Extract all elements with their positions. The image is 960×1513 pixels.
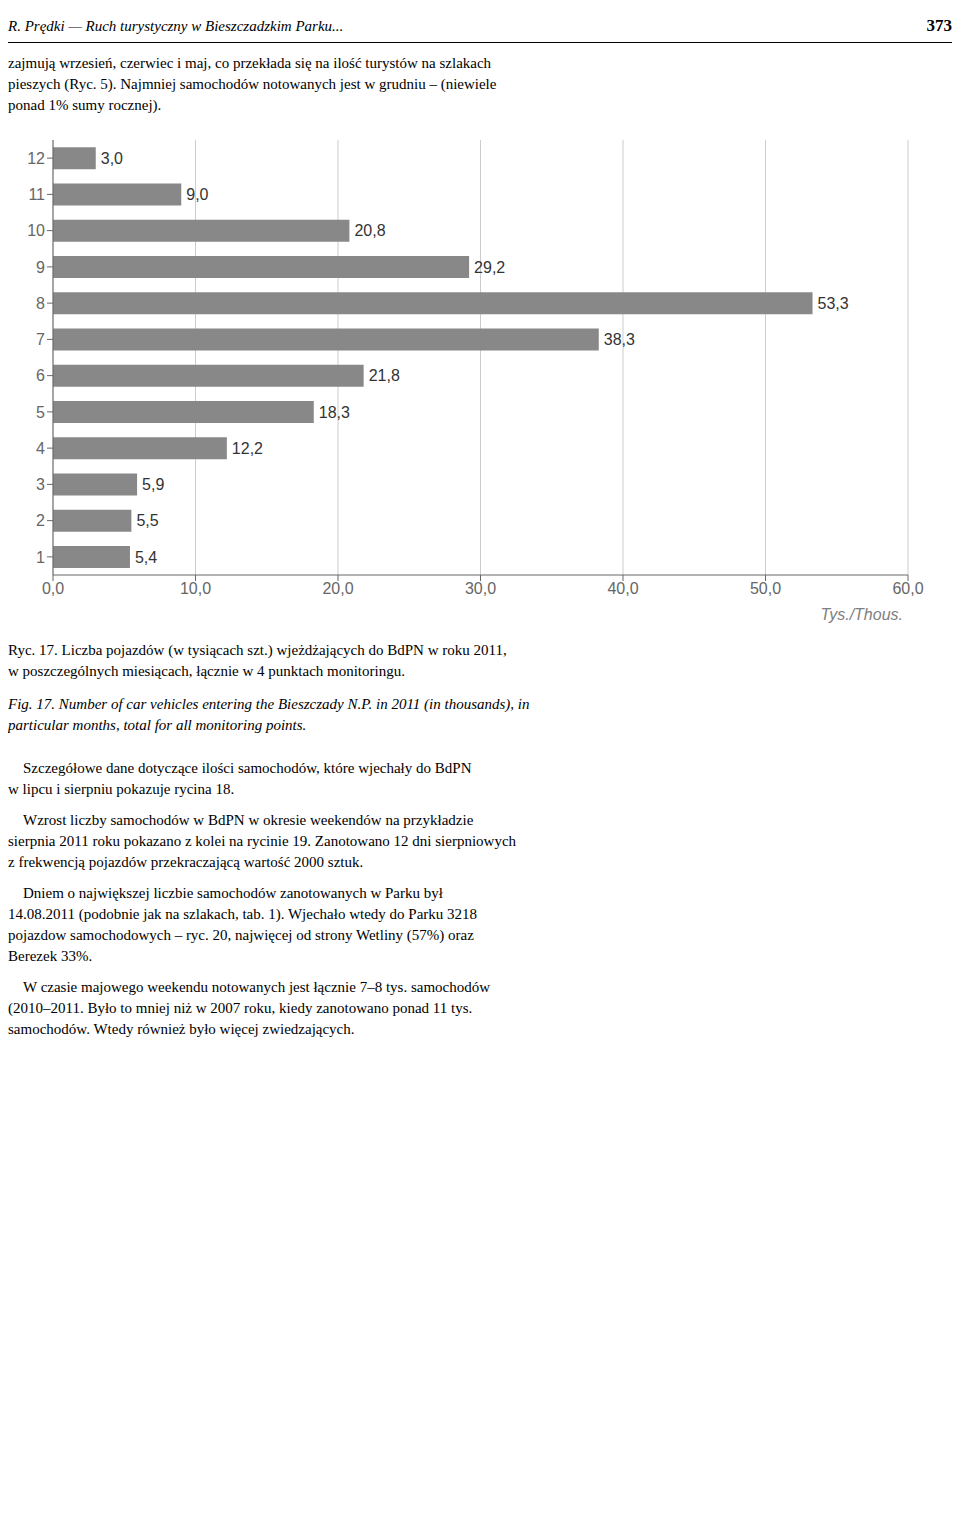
svg-text:10: 10 bbox=[27, 222, 45, 239]
svg-text:60,0: 60,0 bbox=[892, 580, 923, 597]
svg-text:30,0: 30,0 bbox=[465, 580, 496, 597]
svg-text:5: 5 bbox=[36, 404, 45, 421]
svg-text:Tys./Thous.: Tys./Thous. bbox=[821, 606, 903, 623]
html-text:Ryc. 17. Liczba pojazdów (w ty: Ryc. 17. Liczba pojazdów (w tysiącach sz… bbox=[8, 642, 507, 679]
svg-text:9,0: 9,0 bbox=[186, 186, 208, 203]
svg-text:3: 3 bbox=[36, 476, 45, 493]
svg-text:10,0: 10,0 bbox=[180, 580, 211, 597]
html-text:Fig. 17. Number of car vehicle: Fig. 17. Number of car vehicles entering… bbox=[8, 696, 530, 733]
svg-text:53,3: 53,3 bbox=[818, 295, 849, 312]
svg-text:6: 6 bbox=[36, 367, 45, 384]
svg-text:11: 11 bbox=[28, 186, 45, 203]
html-text:zajmują wrzesień, czerwiec i m: zajmują wrzesień, czerwiec i maj, co prz… bbox=[8, 55, 497, 113]
svg-text:40,0: 40,0 bbox=[607, 580, 638, 597]
svg-text:7: 7 bbox=[36, 331, 45, 348]
svg-text:38,3: 38,3 bbox=[604, 331, 635, 348]
svg-text:18,3: 18,3 bbox=[319, 404, 350, 421]
svg-text:29,2: 29,2 bbox=[474, 259, 505, 276]
html-text:Wzrost liczby samochodów w BdP: Wzrost liczby samochodów w BdPN w okresi… bbox=[8, 812, 517, 870]
svg-text:21,8: 21,8 bbox=[369, 367, 400, 384]
svg-text:1: 1 bbox=[36, 549, 45, 566]
svg-text:9: 9 bbox=[36, 259, 45, 276]
html-text:R. Prędki — Ruch turystyczny w: R. Prędki — Ruch turystyczny w Bieszczad… bbox=[8, 18, 344, 34]
svg-text:5,9: 5,9 bbox=[142, 476, 164, 493]
svg-text:12,2: 12,2 bbox=[232, 440, 263, 457]
svg-text:3,0: 3,0 bbox=[101, 150, 123, 167]
svg-text:5,4: 5,4 bbox=[135, 549, 157, 566]
svg-text:50,0: 50,0 bbox=[750, 580, 781, 597]
html-text:373: 373 bbox=[926, 16, 952, 35]
svg-text:5,5: 5,5 bbox=[136, 512, 158, 529]
html-text:W czasie majowego weekendu not: W czasie majowego weekendu notowanych je… bbox=[8, 979, 491, 1037]
svg-text:12: 12 bbox=[27, 150, 45, 167]
svg-text:8: 8 bbox=[36, 295, 45, 312]
svg-text:20,0: 20,0 bbox=[322, 580, 353, 597]
svg-text:20,8: 20,8 bbox=[354, 222, 385, 239]
svg-text:2: 2 bbox=[36, 512, 45, 529]
html-text:Szczegółowe dane dotyczące ilo: Szczegółowe dane dotyczące ilości samoch… bbox=[8, 760, 472, 797]
html-text:Dniem o największej liczbie sa: Dniem o największej liczbie samochodów z… bbox=[8, 885, 478, 964]
svg-text:0,0: 0,0 bbox=[42, 580, 64, 597]
svg-text:4: 4 bbox=[36, 440, 45, 457]
